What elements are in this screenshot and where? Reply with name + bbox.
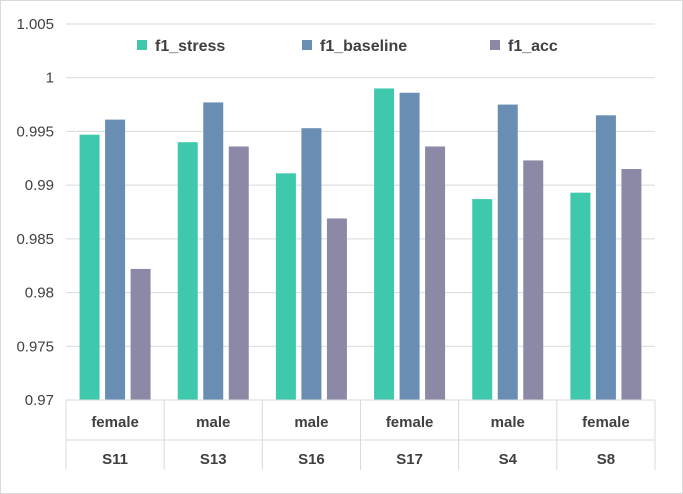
- x-gender-label: female: [582, 414, 630, 431]
- bar-f1_stress-S11: [79, 134, 100, 400]
- bar-f1_stress-S8: [570, 192, 591, 400]
- x-gender-label: male: [196, 414, 230, 431]
- y-tick-label: 0.975: [16, 338, 54, 355]
- bar-f1_baseline-S17: [399, 92, 420, 401]
- bar-f1_acc-S13: [228, 146, 249, 400]
- bar-f1_stress-S13: [177, 142, 198, 400]
- bar-f1_acc-S8: [621, 169, 642, 400]
- legend-label-f1_acc: f1_acc: [508, 38, 558, 55]
- bar-f1_baseline-S16: [301, 128, 322, 400]
- y-tick-label: 0.98: [25, 285, 54, 302]
- x-subject-label: S13: [200, 451, 227, 468]
- x-axis: female S11 male S13 male S16 female S17 male S4 fe…: [65, 399, 656, 470]
- x-gender-label: male: [491, 414, 525, 431]
- x-gender-label: female: [91, 414, 139, 431]
- bar-f1_acc-S16: [326, 218, 347, 400]
- bars: [79, 88, 642, 401]
- y-tick-label: 0.99: [25, 177, 54, 194]
- y-tick-label: 0.995: [16, 123, 54, 140]
- y-tick-label: 0.985: [16, 231, 54, 248]
- legend-swatch-f1_acc: [490, 40, 500, 50]
- bar-f1_acc-S11: [130, 268, 151, 400]
- x-subject-label: S17: [396, 451, 423, 468]
- bar-f1_baseline-S13: [203, 102, 224, 401]
- x-subject-label: S4: [499, 451, 518, 468]
- legend-label-f1_stress: f1_stress: [155, 38, 225, 55]
- x-gender-label: male: [294, 414, 328, 431]
- bar-f1_stress-S4: [472, 199, 493, 400]
- bar-f1_baseline-S4: [497, 104, 518, 401]
- y-tick-label: 1: [46, 70, 54, 87]
- x-gender-label: female: [386, 414, 434, 431]
- x-subject-label: S8: [597, 451, 615, 468]
- bar-f1_acc-S4: [523, 160, 544, 400]
- y-tick-label: 1.005: [16, 16, 54, 33]
- legend-swatch-f1_stress: [137, 40, 147, 50]
- x-subject-label: S11: [102, 451, 128, 468]
- legend-label-f1_baseline: f1_baseline: [320, 38, 407, 55]
- legend: f1_stress f1_baseline f1_acc: [137, 38, 558, 55]
- legend-swatch-f1_baseline: [302, 40, 312, 50]
- bar-f1_stress-S16: [275, 173, 296, 400]
- x-subject-label: S16: [298, 451, 325, 468]
- bar-f1_stress-S17: [374, 88, 395, 400]
- y-axis: 0.97 0.975 0.98 0.985 0.99 0.995 1 1.005: [16, 16, 54, 409]
- bar-f1_acc-S17: [425, 146, 446, 400]
- y-tick-label: 0.97: [25, 392, 54, 409]
- bar-f1_baseline-S8: [595, 115, 616, 401]
- bar-f1_baseline-S11: [105, 119, 126, 401]
